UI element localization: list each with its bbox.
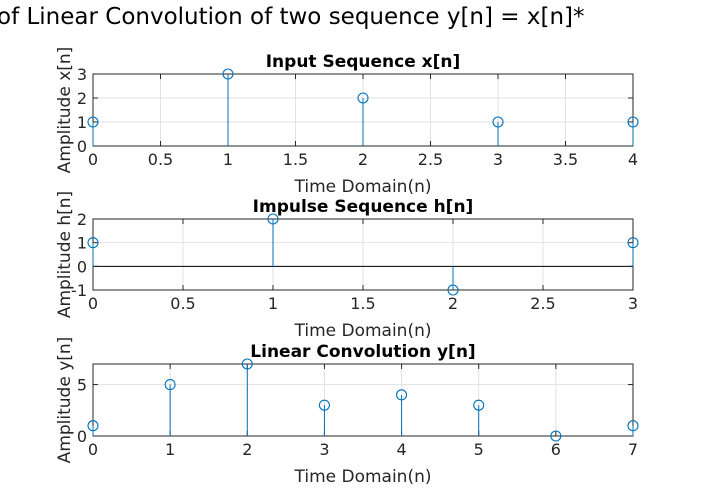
linear-convolution-panel: 0 1 2 3 4 5 6 7 0 5 Linear Convolution y[n] Time Do… <box>55 337 639 487</box>
impulse-sequence-x-tick-label: 1.5 <box>350 294 375 313</box>
impulse-sequence-y-tick-label: 1 <box>77 234 87 253</box>
input-sequence-y-tick-label: 1 <box>77 113 87 132</box>
linear-convolution-stem-marker <box>627 420 639 432</box>
input-sequence-x-axis-label: Time Domain(n) <box>293 177 431 197</box>
linear-convolution-stem-marker <box>87 420 99 432</box>
linear-convolution-x-tick-label: 3 <box>319 440 329 459</box>
input-sequence-stem-marker <box>222 68 234 80</box>
input-sequence-x-tick-label: 1 <box>223 150 233 169</box>
input-sequence-y-tick-label: 3 <box>77 65 87 84</box>
linear-convolution-x-tick-label: 0 <box>88 440 98 459</box>
input-sequence-x-tick-label: 0.5 <box>148 150 173 169</box>
impulse-sequence-stem-marker <box>267 213 279 225</box>
linear-convolution-y-axis-label: Amplitude y[n] <box>55 337 75 464</box>
input-sequence-stem-marker <box>492 116 504 128</box>
input-sequence-x-tick-label: 2.5 <box>418 150 443 169</box>
impulse-sequence-x-tick-label: 2.5 <box>530 294 555 313</box>
linear-convolution-x-tick-label: 4 <box>396 440 406 459</box>
impulse-sequence-y-tick-label: 2 <box>77 210 87 229</box>
impulse-sequence-stem-marker <box>87 237 99 249</box>
linear-convolution-x-tick-label: 2 <box>242 440 252 459</box>
impulse-sequence-x-axis-label: Time Domain(n) <box>293 321 431 341</box>
linear-convolution-stem-marker <box>550 430 562 442</box>
linear-convolution-x-tick-label: 7 <box>628 440 638 459</box>
linear-convolution-stem-marker <box>396 389 408 401</box>
linear-convolution-plot-area <box>93 364 633 436</box>
input-sequence-x-tick-label: 3.5 <box>553 150 578 169</box>
linear-convolution-stem-marker <box>241 358 253 370</box>
input-sequence-y-tick-label: 2 <box>77 89 87 108</box>
input-sequence-x-tick-label: 1.5 <box>283 150 308 169</box>
impulse-sequence-x-tick-label: 3 <box>628 294 638 313</box>
linear-convolution-x-tick-label: 6 <box>551 440 561 459</box>
input-sequence-title: Input Sequence x[n] <box>266 52 461 72</box>
input-sequence-stem-marker <box>627 116 639 128</box>
figure-suptitle: of Linear Convolution of two sequence y[… <box>0 4 585 30</box>
linear-convolution-stem-marker <box>473 399 485 411</box>
impulse-sequence-x-tick-label: 0.5 <box>170 294 195 313</box>
linear-convolution-stem-marker <box>164 379 176 391</box>
input-sequence-stem-marker <box>357 92 369 104</box>
linear-convolution-y-tick-label: 5 <box>77 376 87 395</box>
linear-convolution-y-tick-label: 0 <box>77 427 87 446</box>
impulse-sequence-y-axis-label: Amplitude h[n] <box>55 191 75 318</box>
linear-convolution-stem-marker <box>318 399 330 411</box>
impulse-sequence-x-tick-label: 2 <box>448 294 458 313</box>
impulse-sequence-title: Impulse Sequence h[n] <box>253 197 474 217</box>
input-sequence-x-tick-label: 3 <box>493 150 503 169</box>
impulse-sequence-y-tick-label: 0 <box>77 257 87 276</box>
input-sequence-y-axis-label: Amplitude x[n] <box>55 47 75 174</box>
linear-convolution-axes-frame <box>92 363 634 437</box>
input-sequence-x-tick-label: 2 <box>358 150 368 169</box>
input-sequence-x-tick-label: 0 <box>88 150 98 169</box>
linear-convolution-x-axis-label: Time Domain(n) <box>293 467 431 487</box>
linear-convolution-x-tick-label: 1 <box>165 440 175 459</box>
impulse-sequence-stem-marker <box>627 237 639 249</box>
input-sequence-x-tick-label: 4 <box>628 150 638 169</box>
input-sequence-stem-marker <box>87 116 99 128</box>
impulse-sequence-y-tick-label: -1 <box>71 281 87 300</box>
impulse-sequence-stem-marker <box>447 284 459 296</box>
impulse-sequence-x-tick-label: 1 <box>268 294 278 313</box>
impulse-sequence-x-tick-label: 0 <box>88 294 98 313</box>
input-sequence-y-tick-label: 0 <box>77 137 87 156</box>
linear-convolution-x-tick-label: 5 <box>474 440 484 459</box>
linear-convolution-title: Linear Convolution y[n] <box>250 342 475 362</box>
